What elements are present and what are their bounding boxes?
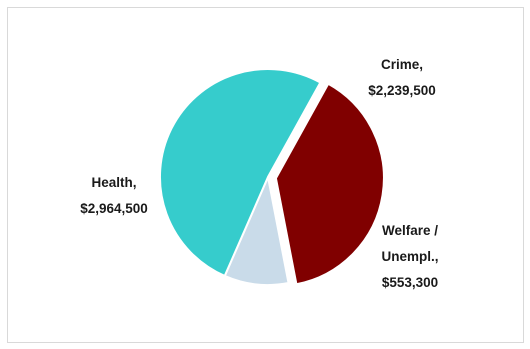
- slice-label-welfare: Welfare / Unempl., $553,300: [360, 218, 460, 296]
- slice-label-crime-value: $2,239,500: [368, 83, 436, 98]
- slice-label-welfare-name: Welfare /: [381, 223, 439, 238]
- slice-label-welfare-value: $553,300: [381, 275, 439, 290]
- slice-label-health-name: Health,: [91, 175, 137, 190]
- pie-slice-health: [159, 68, 322, 278]
- slice-label-health: Health, $2,964,500: [64, 170, 164, 222]
- slice-label-crime: Crime, $2,239,500: [352, 52, 452, 104]
- slice-label-crime-name: Crime,: [380, 57, 424, 72]
- pie-slice-crime: [274, 82, 385, 286]
- slice-label-welfare-name-2: Unempl.,: [381, 249, 439, 264]
- slice-label-health-value: $2,964,500: [80, 201, 148, 216]
